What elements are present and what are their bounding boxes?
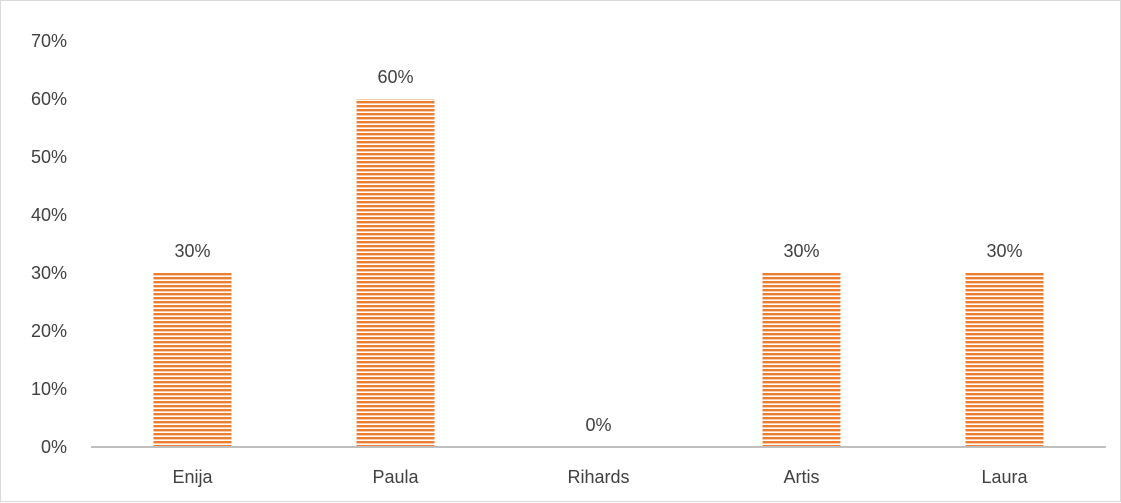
data-label: 0% <box>585 415 611 435</box>
bar-laura <box>965 273 1044 447</box>
data-label: 30% <box>174 241 210 261</box>
data-label: 30% <box>783 241 819 261</box>
category-labels: Enija Paula Rihards Artis Laura <box>172 467 1028 487</box>
y-tick-label: 10% <box>31 379 67 399</box>
x-category-label: Paula <box>372 467 419 487</box>
x-category-label: Artis <box>784 467 820 487</box>
y-tick-label: 70% <box>31 31 67 51</box>
bar-paula <box>356 99 435 447</box>
y-tick-label: 0% <box>41 437 67 457</box>
x-category-label: Laura <box>981 467 1028 487</box>
bar-enija <box>153 273 232 447</box>
data-label: 30% <box>986 241 1022 261</box>
y-tick-label: 30% <box>31 263 67 283</box>
y-tick-label: 50% <box>31 147 67 167</box>
y-tick-label: 40% <box>31 205 67 225</box>
y-tick-label: 60% <box>31 89 67 109</box>
bar-artis <box>762 273 841 447</box>
bars <box>153 99 1044 447</box>
data-label: 60% <box>377 67 413 87</box>
y-axis-tick-labels: 0% 10% 20% 30% 40% 50% 60% 70% <box>31 31 67 457</box>
data-labels: 30% 60% 0% 30% 30% <box>174 67 1022 435</box>
x-category-label: Rihards <box>567 467 629 487</box>
x-category-label: Enija <box>172 467 213 487</box>
y-tick-label: 20% <box>31 321 67 341</box>
